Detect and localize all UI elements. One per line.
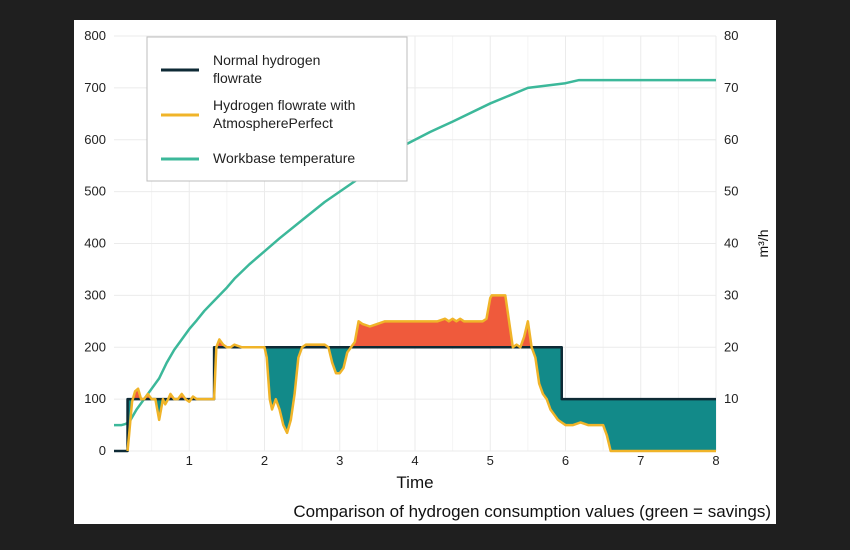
y-left-tick-label: 0 [99,443,106,458]
x-tick-label: 2 [261,453,268,468]
y-right-tick-label: 70 [724,80,738,95]
x-tick-label: 5 [487,453,494,468]
temperature-line [114,78,716,427]
y-right-axis-title: m³/h [755,230,771,258]
y-left-tick-label: 500 [84,184,106,199]
legend-label-normal: flowrate [213,70,262,86]
y-left-tick-label: 200 [84,339,106,354]
x-tick-label: 6 [562,453,569,468]
x-tick-label: 3 [336,453,343,468]
legend-label-normal: Normal hydrogen [213,52,320,68]
atmosphere-flowrate-line [126,294,716,453]
y-right-tick-label: 50 [724,184,738,199]
y-right-tick-label: 40 [724,236,738,251]
chart-panel: 1 2 3 4 5 6 7 8 0 100 200 300 400 500 600 700 800 10 20 30 4… [74,20,776,524]
savings-area [127,399,133,451]
legend: Normal hydrogen flowrate Hydrogen flowrate… [146,36,408,182]
y-left-tick-label: 100 [84,391,106,406]
y-right-tick-label: 60 [724,132,738,147]
y-right-tick-label: 10 [724,391,738,406]
savings-area [265,347,303,433]
legend-label-atmosphere: Hydrogen flowrate with [213,97,355,113]
chart: 1 2 3 4 5 6 7 801002003004005006007008001020304… [84,28,771,521]
legend-box [146,36,408,182]
y-left-tick-label: 400 [84,236,106,251]
y-right-tick-label: 30 [724,287,738,302]
chart-caption: Comparison of hydrogen consumption value… [293,502,771,521]
y-left-tick-label: 700 [84,80,106,95]
x-tick-label: 7 [637,453,644,468]
y-left-tick-label: 600 [84,132,106,147]
x-axis-title: Time [396,473,433,492]
x-tick-label: 1 [186,453,193,468]
y-left-tick-label: 300 [84,287,106,302]
series-lines [114,78,716,453]
axes: 1 2 3 4 5 6 7 801002003004005006007008001020304… [84,28,738,468]
legend-label-temperature: Workbase temperature [213,150,355,166]
x-tick-label: 4 [411,453,418,468]
x-tick-label: 8 [712,453,719,468]
y-right-tick-label: 20 [724,339,738,354]
y-left-tick-label: 800 [84,28,106,43]
legend-label-atmosphere: AtmospherePerfect [213,115,333,131]
y-right-tick-label: 80 [724,28,738,43]
